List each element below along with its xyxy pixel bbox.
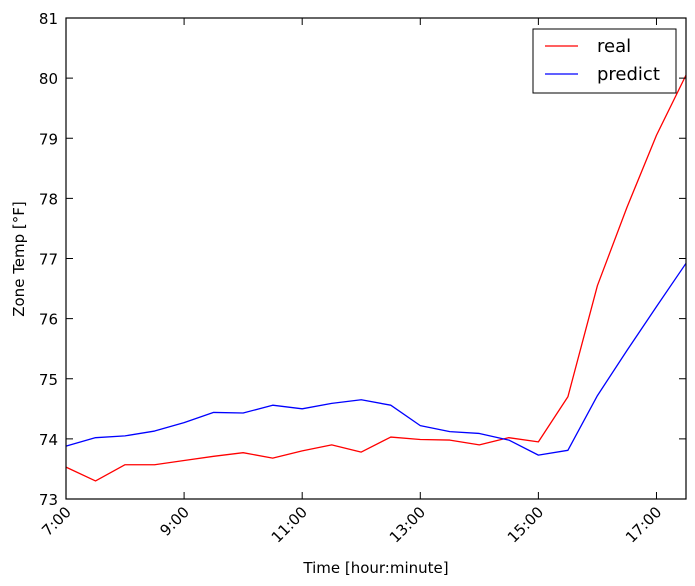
series-line-predict — [65, 262, 687, 456]
axes-frame — [65, 17, 687, 500]
legend-real-label: real — [597, 36, 631, 57]
legend-box — [532, 28, 677, 94]
y-tick-label: 77 — [39, 251, 58, 269]
series-line-real — [65, 74, 687, 482]
y-tick-label: 80 — [39, 70, 58, 88]
plot-area — [65, 74, 687, 482]
y-tick-label: 73 — [39, 491, 58, 509]
y-tick-label: 78 — [39, 190, 58, 208]
y-tick-label: 74 — [39, 431, 58, 449]
y-tick-label: 81 — [39, 10, 58, 28]
legend-predict-label: predict — [597, 64, 660, 85]
y-tick-label: 79 — [39, 130, 58, 148]
legend: real predict — [532, 28, 677, 94]
y-axis-label: Zone Temp [°F] — [10, 201, 28, 317]
y-tick-label: 75 — [39, 371, 58, 389]
x-axis-label: Time [hour:minute] — [302, 559, 448, 577]
y-tick-label: 76 — [39, 311, 58, 329]
